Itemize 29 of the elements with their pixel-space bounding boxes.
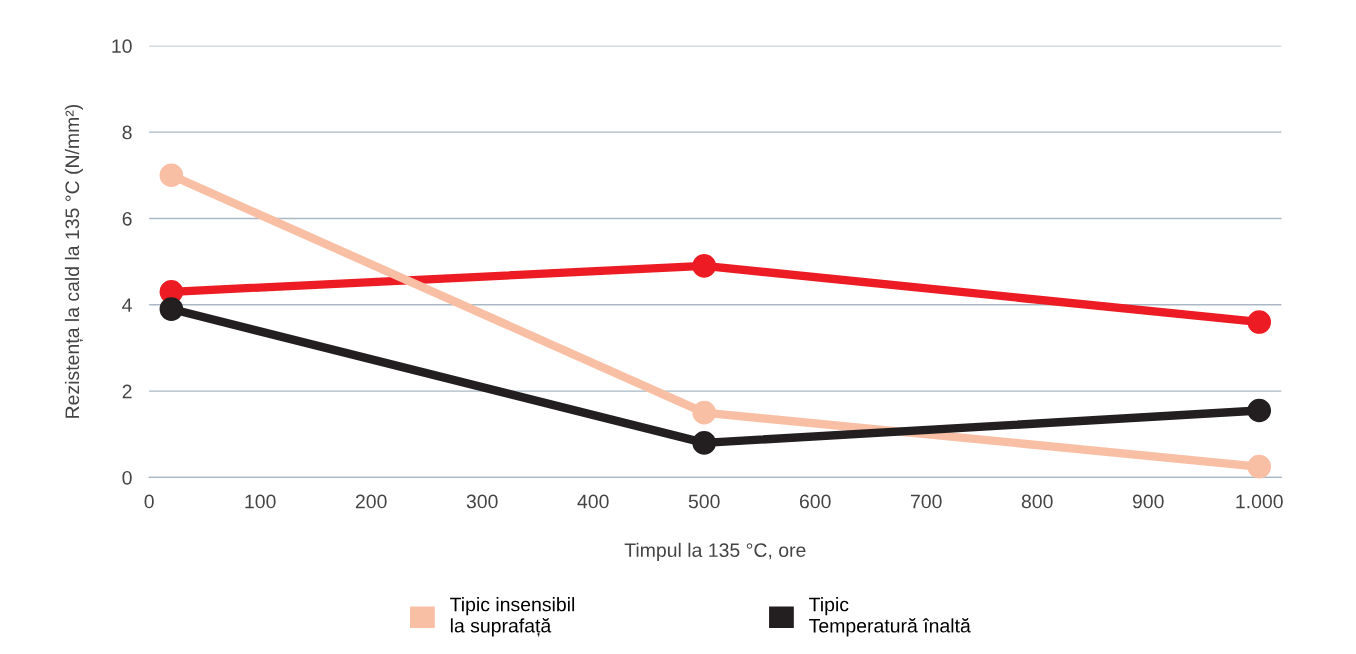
legend-label: Tipic Temperatură înaltă: [809, 597, 971, 637]
legend-label: Tipic insensibil la suprafață: [450, 597, 575, 637]
x-tick-label: 800: [1021, 494, 1053, 509]
point: [1247, 454, 1272, 479]
y-tick-label: 4: [122, 298, 132, 312]
point: [159, 297, 184, 321]
x-tick-label: 500: [688, 494, 720, 509]
y-tick-label: 6: [122, 211, 132, 226]
x-tick-label: 600: [799, 494, 831, 509]
y-tick-label: 2: [122, 384, 132, 399]
y-axis-title: Rezistența la cald la 135 °C (N/mm²): [64, 104, 84, 418]
y-tick-label: 10: [112, 39, 132, 54]
point: [159, 163, 184, 188]
point: [1247, 398, 1272, 423]
x-tick-label: 200: [355, 494, 387, 509]
x-tick-label: 0: [144, 494, 154, 509]
y-tick-label: 8: [122, 125, 132, 140]
x-tick-label: 300: [466, 494, 498, 509]
point: [692, 431, 716, 455]
point: [692, 400, 716, 425]
x-tick-label: 700: [910, 494, 942, 509]
point: [692, 254, 716, 278]
x-axis-title: Timpul la 135 °C, ore: [624, 542, 806, 561]
x-tick-label: 1.000: [1236, 494, 1283, 509]
x-tick-label: 400: [577, 494, 609, 509]
point: [1247, 310, 1272, 334]
y-tick-label: 0: [122, 470, 132, 485]
x-tick-label: 100: [245, 494, 276, 509]
x-tick-label: 900: [1132, 494, 1164, 509]
